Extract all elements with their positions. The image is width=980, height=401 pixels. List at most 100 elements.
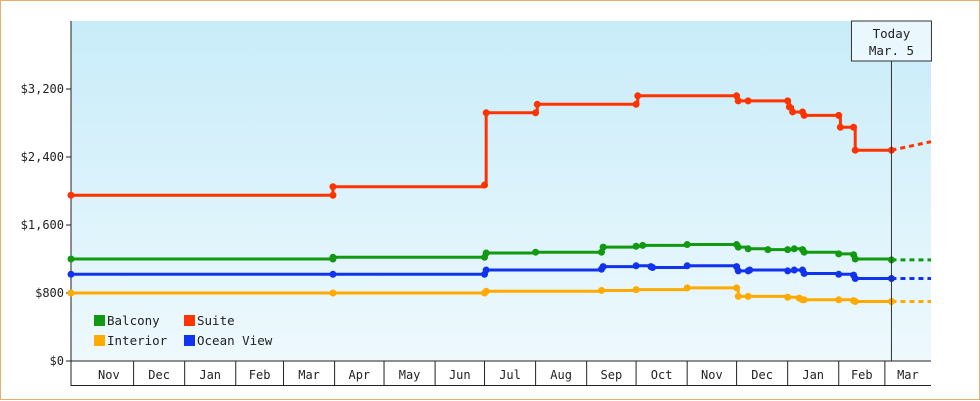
y-tick-label: $800 <box>35 286 64 300</box>
legend-swatch <box>94 335 105 346</box>
data-point <box>329 289 337 297</box>
data-point <box>67 191 75 199</box>
data-point <box>784 246 792 254</box>
data-point <box>734 97 742 105</box>
x-tick-label: Jan <box>199 368 221 382</box>
data-point <box>329 183 337 191</box>
data-point <box>683 241 691 249</box>
x-tick-label: Jun <box>449 368 471 382</box>
data-point <box>835 250 843 258</box>
data-point <box>481 181 489 189</box>
series-suite <box>67 92 932 199</box>
data-point <box>67 270 75 278</box>
legend-label: Suite <box>197 313 235 328</box>
legend-label: Ocean View <box>197 333 273 348</box>
data-point <box>632 100 640 108</box>
data-point <box>632 286 640 294</box>
x-tick-label: May <box>399 368 421 382</box>
data-point <box>790 266 798 274</box>
data-point <box>784 267 792 275</box>
series-interior <box>67 284 931 305</box>
series-line <box>71 286 892 303</box>
x-tick-label: Nov <box>98 368 120 382</box>
legend-swatch <box>184 315 195 326</box>
legend-label: Balcony <box>107 313 160 328</box>
x-tick-label: Jan <box>802 368 824 382</box>
data-point <box>329 253 337 261</box>
data-point <box>67 289 75 297</box>
data-point <box>532 248 540 256</box>
data-point <box>764 246 772 254</box>
today-label: Today <box>873 26 911 41</box>
data-point <box>683 262 691 270</box>
y-tick-label: $0 <box>50 354 64 368</box>
data-point <box>851 255 859 263</box>
data-point <box>785 103 793 111</box>
data-point <box>649 264 657 271</box>
data-point <box>851 298 859 305</box>
data-point <box>632 262 640 270</box>
data-point <box>835 270 843 278</box>
x-tick-label: Apr <box>348 368 370 382</box>
data-point <box>784 97 792 105</box>
data-point <box>67 255 75 263</box>
data-point <box>329 191 337 199</box>
data-point <box>639 241 647 249</box>
data-point <box>850 123 858 131</box>
data-point <box>800 248 808 256</box>
series-ocean-view <box>67 262 931 283</box>
data-point <box>734 292 742 300</box>
data-point <box>790 245 798 253</box>
x-tick-label: Oct <box>651 368 673 382</box>
x-tick-label: Jul <box>499 368 521 382</box>
data-point <box>734 243 742 251</box>
x-tick-label: Feb <box>851 368 873 382</box>
data-point <box>746 266 754 274</box>
legend-label: Interior <box>107 333 168 348</box>
data-point <box>851 275 859 283</box>
y-tick-label: $3,200 <box>21 82 64 96</box>
y-tick-label: $2,400 <box>21 150 64 164</box>
data-point <box>599 263 607 271</box>
data-point <box>533 100 541 108</box>
data-point <box>482 109 490 117</box>
data-point <box>800 269 808 277</box>
y-tick-label: $1,600 <box>21 218 64 232</box>
data-point <box>784 293 792 301</box>
data-point <box>744 245 752 253</box>
x-tick-label: Mar <box>298 368 320 382</box>
data-point <box>329 270 337 278</box>
data-point <box>597 286 605 294</box>
today-box <box>850 20 932 62</box>
x-tick-label: Dec <box>148 368 170 382</box>
data-point <box>744 97 752 105</box>
data-point <box>851 146 859 154</box>
data-point <box>789 108 797 116</box>
today-date: Mar. 5 <box>869 43 914 58</box>
x-tick-label: Dec <box>751 368 773 382</box>
legend-swatch <box>94 315 105 326</box>
x-tick-label: Mar <box>897 368 919 382</box>
data-point <box>532 109 540 117</box>
data-point <box>634 92 642 100</box>
data-point <box>482 266 490 274</box>
data-point <box>800 111 808 119</box>
data-point <box>800 296 808 304</box>
data-point <box>683 284 691 292</box>
plot-background <box>71 21 931 361</box>
data-point <box>734 267 742 275</box>
series-balcony <box>67 241 931 264</box>
data-point <box>836 123 844 131</box>
data-point <box>733 284 741 292</box>
data-point <box>835 296 843 304</box>
x-tick-label: Aug <box>550 368 572 382</box>
series-forecast-line <box>891 140 932 152</box>
legend-swatch <box>184 335 195 346</box>
x-tick-label: Feb <box>249 368 271 382</box>
data-point <box>482 249 490 257</box>
x-tick-label: Sep <box>601 368 623 382</box>
data-point <box>744 292 752 300</box>
x-tick-label: Nov <box>701 368 723 382</box>
